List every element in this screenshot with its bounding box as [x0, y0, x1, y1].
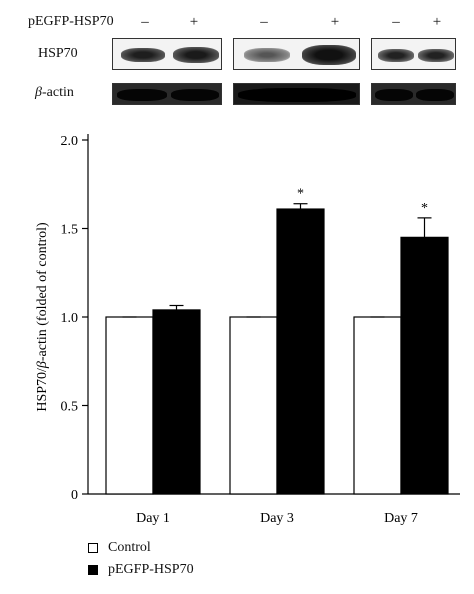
significance-marker: *: [297, 187, 304, 202]
y-tick-label: 0.5: [61, 400, 79, 415]
blot-strip-actin-day7: [371, 83, 456, 105]
bar-control: [229, 316, 278, 495]
western-blot-panel: pEGFP-HSP70 – + – + – + HSP70 β-actin: [0, 0, 474, 112]
band: [244, 48, 290, 62]
blot-row-label-actin: β-actin: [35, 85, 74, 101]
band: [378, 49, 414, 62]
blot-sign-day1-control: –: [141, 14, 149, 30]
y-tick-label: 2.0: [61, 134, 79, 149]
blot-strip-hsp70-day1: [112, 38, 222, 70]
blot-strip-actin-day1: [112, 83, 222, 105]
blot-row-label-actin-text: -actin: [41, 85, 74, 100]
y-tick-label: 1.0: [61, 311, 79, 326]
blot-sign-day3-hsp70: +: [330, 14, 340, 30]
significance-marker: *: [421, 201, 428, 216]
bar-pegfp-hsp70: [400, 236, 449, 495]
x-tick-label: Day 1: [136, 511, 170, 526]
band: [418, 49, 454, 62]
bar-pegfp-hsp70: [276, 208, 325, 495]
band: [375, 89, 413, 101]
legend-item-hsp70: pEGFP-HSP70: [88, 559, 194, 581]
band: [238, 88, 356, 102]
blot-sign-day1-hsp70: +: [189, 14, 199, 30]
bar-chart: 0 0.5 1.0 1.5 2.0 HSP70/β-actin (folded of co…: [35, 134, 460, 526]
blot-strip-actin-day3: [233, 83, 360, 105]
bar-control: [105, 316, 154, 495]
legend-item-control: Control: [88, 537, 194, 559]
band: [171, 89, 219, 101]
y-axis-label-part: -actin (folded of control): [35, 222, 50, 361]
legend-label-control: Control: [108, 540, 151, 555]
y-axis-label-part: β: [35, 361, 50, 369]
bar-pegfp-hsp70: [152, 309, 201, 495]
blot-row-label-hsp70: HSP70: [38, 46, 78, 61]
blot-strip-hsp70-day3: [233, 38, 360, 70]
beta-symbol: β: [35, 85, 42, 100]
y-axis-label: HSP70/β-actin (folded of control): [35, 222, 50, 412]
blot-strip-hsp70-day7: [371, 38, 456, 70]
blot-sign-day3-control: –: [260, 14, 268, 30]
x-tick-label: Day 3: [260, 511, 294, 526]
band: [302, 45, 356, 65]
blot-row-header-label: pEGFP-HSP70: [28, 14, 114, 29]
y-axis-label-part: HSP70/: [35, 368, 50, 412]
y-tick-label: 0: [71, 488, 78, 503]
x-tick-label: Day 7: [384, 511, 418, 526]
blot-sign-day7-hsp70: +: [432, 14, 442, 30]
chart-legend: Control pEGFP-HSP70: [88, 537, 194, 581]
blot-sign-day7-control: –: [392, 14, 400, 30]
band: [416, 89, 454, 101]
legend-swatch-control: [88, 543, 98, 553]
y-tick-label: 1.5: [61, 223, 79, 238]
band: [173, 47, 219, 63]
legend-label-hsp70: pEGFP-HSP70: [108, 562, 194, 577]
legend-swatch-hsp70: [88, 565, 98, 575]
band: [117, 89, 167, 101]
band: [121, 48, 165, 62]
bar-control: [353, 316, 402, 495]
